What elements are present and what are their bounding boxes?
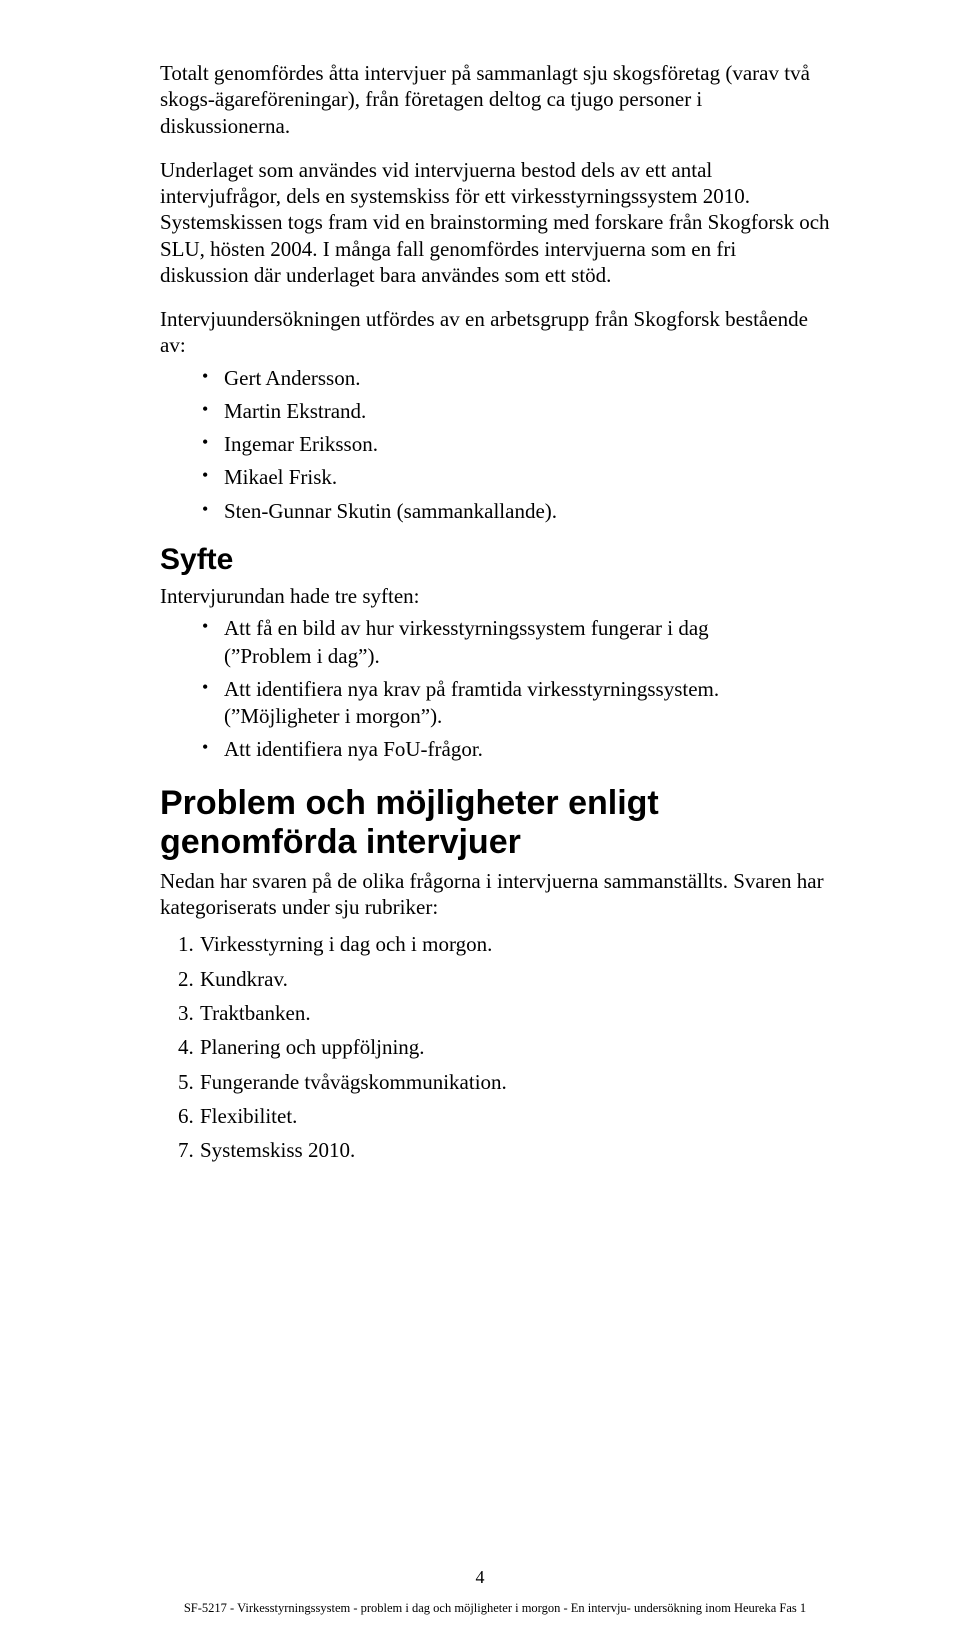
list-item: 7.Systemskiss 2010. — [178, 1136, 830, 1164]
heading-syfte: Syfte — [160, 543, 830, 577]
rubrik-label: Traktbanken. — [200, 1001, 311, 1025]
page-number: 4 — [0, 1567, 960, 1588]
list-item: Att identifiera nya FoU-frågor. — [202, 736, 830, 763]
list-item: 6.Flexibilitet. — [178, 1102, 830, 1130]
list-item: Mikael Frisk. — [202, 464, 830, 491]
rubriker-list: 1.Virkesstyrning i dag och i morgon. 2.K… — [160, 930, 830, 1164]
list-item: 4.Planering och uppföljning. — [178, 1033, 830, 1061]
list-item: Att identifiera nya krav på framtida vir… — [202, 676, 830, 731]
team-list: Gert Andersson. Martin Ekstrand. Ingemar… — [160, 365, 830, 525]
list-item: 2.Kundkrav. — [178, 965, 830, 993]
list-item: Sten-Gunnar Skutin (sammankallande). — [202, 498, 830, 525]
syfte-intro: Intervjurundan hade tre syften: — [160, 583, 830, 609]
rubrik-label: Planering och uppföljning. — [200, 1035, 425, 1059]
intro-paragraph-1: Totalt genomfördes åtta intervjuer på sa… — [160, 60, 830, 139]
heading-problem: Problem och möjligheter enligt genomförd… — [160, 784, 830, 862]
list-item: Ingemar Eriksson. — [202, 431, 830, 458]
rubrik-label: Kundkrav. — [200, 967, 288, 991]
list-item: 1.Virkesstyrning i dag och i morgon. — [178, 930, 830, 958]
rubrik-label: Systemskiss 2010. — [200, 1138, 355, 1162]
page-container: Totalt genomfördes åtta intervjuer på sa… — [0, 0, 960, 1638]
problem-intro: Nedan har svaren på de olika frågorna i … — [160, 868, 830, 921]
list-item: 3.Traktbanken. — [178, 999, 830, 1027]
list-item: Martin Ekstrand. — [202, 398, 830, 425]
rubrik-label: Flexibilitet. — [200, 1104, 297, 1128]
list-item: 5.Fungerande tvåvägskommunikation. — [178, 1068, 830, 1096]
intro-paragraph-3: Intervjuundersökningen utfördes av en ar… — [160, 306, 830, 359]
syfte-list: Att få en bild av hur virkesstyrningssys… — [160, 615, 830, 763]
rubrik-label: Virkesstyrning i dag och i morgon. — [200, 932, 492, 956]
rubrik-label: Fungerande tvåvägskommunikation. — [200, 1070, 507, 1094]
list-item: Gert Andersson. — [202, 365, 830, 392]
intro-paragraph-2: Underlaget som användes vid intervjuerna… — [160, 157, 830, 288]
list-item: Att få en bild av hur virkesstyrningssys… — [202, 615, 830, 670]
footer-title: SF-5217 - Virkesstyrningssystem - proble… — [160, 1601, 830, 1616]
